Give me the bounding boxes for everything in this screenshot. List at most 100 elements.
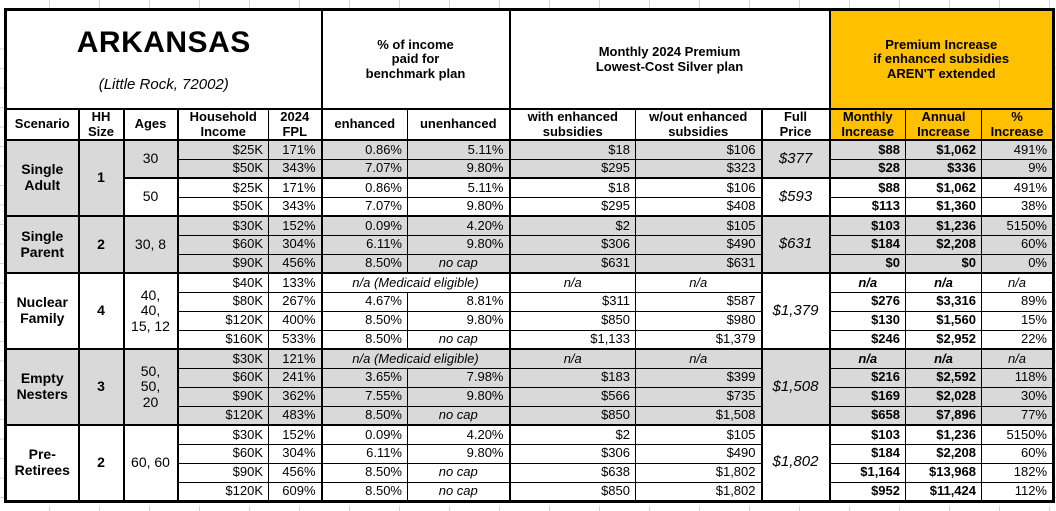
cell-pct-increase: 0% — [981, 253, 1054, 274]
cell-unenhanced: no cap — [407, 481, 510, 502]
cell-enhanced: 3.65% — [320, 367, 408, 388]
cell-hh-size: 2 — [77, 424, 124, 502]
cell-annual-increase: $2,028 — [905, 386, 982, 407]
cell-enhanced: 0.09% — [320, 215, 408, 236]
cell-annual-increase: $1,236 — [905, 424, 982, 445]
cell-enhanced: 7.07% — [320, 196, 408, 217]
cell-unenhanced: 9.80% — [407, 158, 510, 179]
cell-with-subsidies: $18 — [508, 177, 636, 198]
cell-without-subsidies: $105 — [635, 215, 762, 236]
col-header-annual-increase: Annual Increase — [905, 108, 982, 141]
cell-income: $160K — [176, 329, 269, 350]
cell-monthly-increase: n/a — [828, 272, 906, 293]
cell-income: $30K — [176, 215, 269, 236]
cell-without-subsidies: $408 — [635, 196, 762, 217]
cell-without-subsidies: $490 — [635, 234, 762, 255]
cell-fpl: 304% — [268, 443, 322, 464]
table-row: $60K 304% 6.11% 9.80% $306 $490 $184 $2,… — [6, 234, 1054, 255]
cell-unenhanced: no cap — [407, 329, 510, 350]
cell-without-subsidies: n/a — [635, 272, 762, 293]
cell-monthly-increase: $1,164 — [828, 462, 906, 483]
cell-fpl: 533% — [268, 329, 322, 350]
cell-monthly-increase: $88 — [828, 139, 906, 160]
cell-monthly-increase: $952 — [828, 481, 906, 502]
cell-enhanced: 8.50% — [320, 481, 408, 502]
cell-income: $50K — [176, 158, 269, 179]
cell-with-subsidies: $850 — [508, 405, 636, 426]
location-subtitle: (Little Rock, 72002) — [98, 75, 229, 93]
table-row: $120K 483% 8.50% no cap $850 $1,508 $658… — [6, 405, 1054, 426]
cell-without-subsidies: $105 — [635, 424, 762, 445]
cell-with-subsidies: $850 — [508, 481, 636, 502]
table-row: $60K 241% 3.65% 7.98% $183 $399 $216 $2,… — [6, 367, 1054, 388]
table-row: $50K 343% 7.07% 9.80% $295 $408 $113 $1,… — [6, 196, 1054, 217]
spreadsheet-gridlines-left — [0, 30, 4, 505]
cell-ages: 60, 60 — [122, 424, 178, 502]
cell-full-price: $593 — [760, 177, 830, 217]
cell-annual-increase: $2,208 — [905, 234, 982, 255]
col-header-fpl: 2024 FPL — [268, 108, 322, 141]
cell-monthly-increase: $169 — [828, 386, 906, 407]
cell-medicaid-note: n/a (Medicaid eligible) — [320, 348, 510, 369]
cell-annual-increase: $2,592 — [905, 367, 982, 388]
cell-with-subsidies: $638 — [508, 462, 636, 483]
cell-income: $60K — [176, 234, 269, 255]
cell-annual-increase: $1,062 — [905, 139, 982, 160]
cell-unenhanced: 9.80% — [407, 386, 510, 407]
cell-without-subsidies: $106 — [635, 139, 762, 160]
table-row: Empty Nesters 3 50, 50, 20 $30K 121% n/a… — [5, 348, 1054, 426]
cell-ages: 30 — [122, 139, 178, 179]
cell-monthly-increase: n/a — [828, 348, 906, 369]
cell-fpl: 121% — [268, 348, 322, 369]
cell-income: $90K — [176, 253, 269, 274]
cell-fpl: 304% — [268, 234, 322, 255]
cell-unenhanced: 9.80% — [407, 196, 510, 217]
cell-income: $60K — [176, 367, 269, 388]
cell-unenhanced: 9.80% — [407, 310, 510, 331]
table-row: $120K 400% 8.50% 9.80% $850 $980 $130 $1… — [6, 310, 1054, 331]
cell-hh-size: 2 — [77, 215, 124, 274]
spreadsheet-gridlines-bottom — [0, 506, 1056, 511]
cell-enhanced: 8.50% — [320, 462, 408, 483]
cell-pct-increase: 15% — [981, 310, 1054, 331]
cell-income: $120K — [176, 310, 269, 331]
cell-scenario: Pre- Retirees — [5, 424, 79, 502]
table-row: $90K 456% 8.50% no cap $638 $1,802 $1,16… — [6, 462, 1054, 483]
cell-annual-increase: $7,896 — [905, 405, 982, 426]
cell-pct-increase: 77% — [981, 405, 1054, 426]
cell-ages: 30, 8 — [122, 215, 178, 274]
group-header-benchmark-pct: % of income paid for benchmark plan — [320, 9, 510, 110]
cell-annual-increase: $336 — [905, 158, 982, 179]
cell-monthly-increase: $103 — [828, 424, 906, 445]
cell-full-price: $1,379 — [760, 272, 830, 350]
cell-with-subsidies: $306 — [508, 443, 636, 464]
cell-scenario: Empty Nesters — [5, 348, 79, 426]
cell-annual-increase: $1,560 — [905, 310, 982, 331]
cell-enhanced: 0.86% — [320, 139, 408, 160]
cell-enhanced: 8.50% — [320, 310, 408, 331]
cell-with-subsidies: $2 — [508, 215, 636, 236]
table-row: $50K 343% 7.07% 9.80% $295 $323 $28 $336… — [6, 158, 1054, 179]
cell-without-subsidies: $1,802 — [635, 481, 762, 502]
cell-fpl: 152% — [268, 215, 322, 236]
table-row: $120K 609% 8.50% no cap $850 $1,802 $952… — [6, 481, 1054, 502]
cell-monthly-increase: $113 — [828, 196, 906, 217]
cell-monthly-increase: $216 — [828, 367, 906, 388]
cell-without-subsidies: $1,508 — [635, 405, 762, 426]
cell-enhanced: 8.50% — [320, 253, 408, 274]
cell-pct-increase: 118% — [981, 367, 1054, 388]
cell-hh-size: 3 — [77, 348, 124, 426]
cell-enhanced: 8.50% — [320, 405, 408, 426]
cell-with-subsidies: $18 — [508, 139, 636, 160]
cell-monthly-increase: $184 — [828, 443, 906, 464]
cell-income: $25K — [176, 177, 269, 198]
cell-full-price: $631 — [760, 215, 830, 274]
cell-enhanced: 4.67% — [320, 291, 408, 312]
cell-without-subsidies: $980 — [635, 310, 762, 331]
cell-pct-increase: 182% — [981, 462, 1054, 483]
table-row: $60K 304% 6.11% 9.80% $306 $490 $184 $2,… — [6, 443, 1054, 464]
cell-fpl: 456% — [268, 253, 322, 274]
cell-annual-increase: $1,062 — [905, 177, 982, 198]
cell-income: $90K — [176, 386, 269, 407]
table-row: Nuclear Family 4 40, 40, 15, 12 $40K 133… — [5, 272, 1054, 350]
